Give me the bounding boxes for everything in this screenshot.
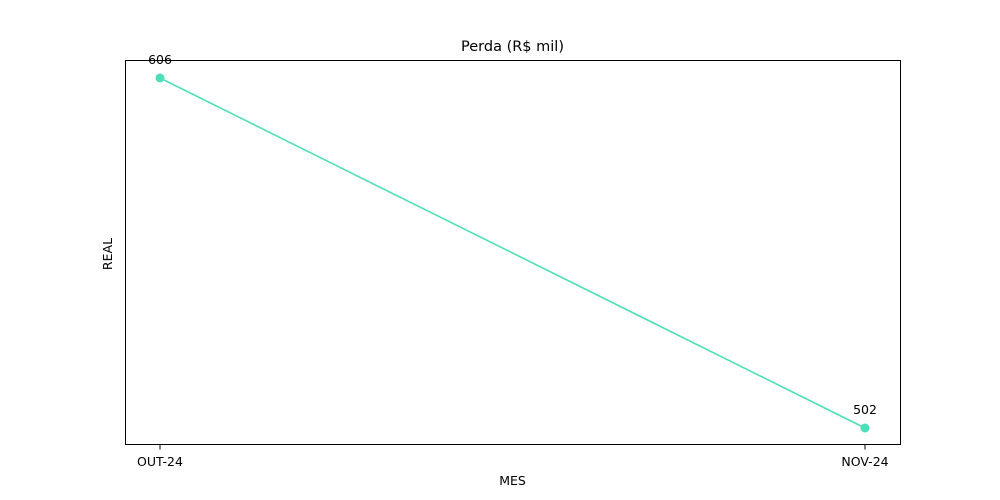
data-label: 606	[148, 52, 172, 67]
x-axis-label: MES	[499, 473, 526, 488]
plot-area-frame	[125, 60, 901, 445]
data-point	[155, 73, 165, 83]
data-point	[860, 423, 870, 433]
data-label: 502	[853, 402, 877, 417]
series-layer	[155, 73, 870, 433]
series-line	[159, 77, 866, 429]
x-axis-ticks: OUT-24 NOV-24	[137, 444, 889, 469]
y-axis-label: REAL	[100, 238, 115, 270]
data-labels-layer: 606 502	[148, 52, 877, 417]
x-tick-label: OUT-24	[137, 454, 183, 469]
chart-title: Perda (R$ mil)	[461, 39, 564, 55]
x-tick-label: NOV-24	[841, 454, 888, 469]
